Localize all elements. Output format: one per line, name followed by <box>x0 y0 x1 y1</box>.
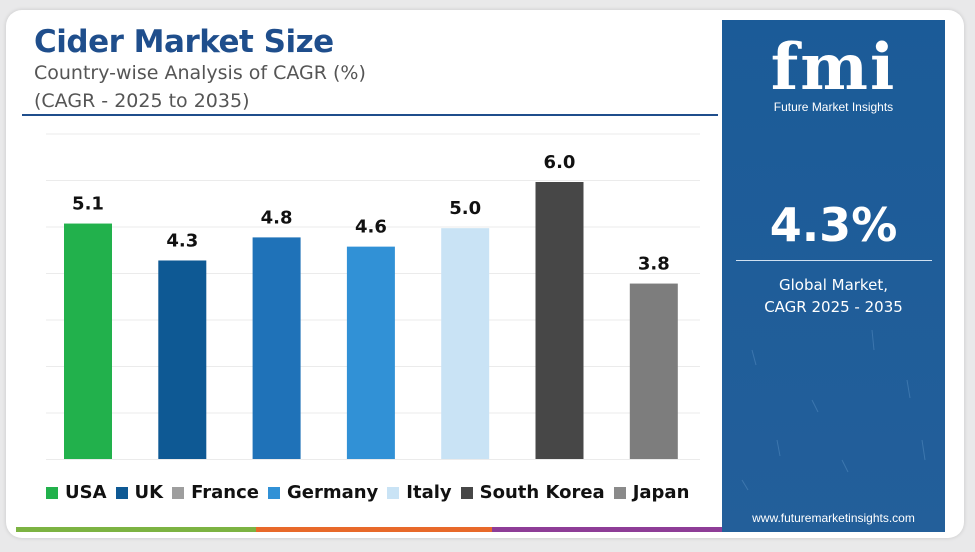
bar-chart: 5.1 4.3 4.8 4.6 5.0 6.0 3.8 <box>46 133 700 460</box>
page-title: Cider Market Size <box>34 24 334 60</box>
data-label-france: 4.8 <box>261 207 293 228</box>
legend-item-south-korea: South Korea <box>460 482 605 503</box>
legend-swatch <box>267 486 280 499</box>
legend-swatch <box>387 486 400 499</box>
bar-usa <box>64 223 112 459</box>
page-subtitle-period: (CAGR - 2025 to 2035) <box>34 90 250 112</box>
legend-label: France <box>191 482 259 503</box>
data-label-germany: 4.6 <box>355 217 387 238</box>
legend-item-italy: Italy <box>387 482 452 503</box>
legend-label: UK <box>134 482 164 503</box>
chart-legend: USA UK France Germany Italy South Korea Japan <box>46 482 698 503</box>
legend-item-usa: USA <box>46 482 107 503</box>
bar-south-korea <box>535 182 584 459</box>
legend-label: Germany <box>286 482 379 503</box>
panel-texture <box>722 20 945 532</box>
website-url: www.futuremarketinsights.com <box>752 511 915 525</box>
legend-swatch <box>460 486 473 499</box>
data-label-uk: 4.3 <box>166 230 198 251</box>
strip-segment <box>492 527 726 532</box>
legend-swatch <box>115 486 128 499</box>
cagr-period-label: CAGR 2025 - 2035 <box>764 298 903 316</box>
legend-item-germany: Germany <box>267 482 379 503</box>
global-market-label: Global Market, <box>779 276 888 294</box>
legend-label: South Korea <box>479 482 605 503</box>
global-cagr-value: 4.3% <box>769 198 898 252</box>
page-subtitle: Country-wise Analysis of CAGR (%) <box>34 62 366 84</box>
strip-segment <box>16 527 256 532</box>
legend-swatch <box>613 486 626 499</box>
legend-item-france: France <box>172 482 259 503</box>
bar-uk <box>158 260 207 459</box>
fmi-logo: fmi <box>770 30 897 105</box>
legend-swatch <box>46 486 58 499</box>
legend-label: Italy <box>406 482 452 503</box>
title-divider <box>22 114 718 116</box>
logo-subtitle: Future Market Insights <box>773 100 894 114</box>
data-label-italy: 5.0 <box>449 198 481 219</box>
data-label-usa: 5.1 <box>72 194 104 215</box>
summary-panel: fmi Future Market Insights 4.3% Global M… <box>722 20 945 532</box>
data-label-japan: 3.8 <box>638 254 670 275</box>
bottom-color-strip <box>16 527 726 532</box>
legend-label: Japan <box>632 482 690 503</box>
legend-swatch <box>172 486 185 499</box>
panel-divider <box>736 260 932 261</box>
bar-italy <box>441 228 490 459</box>
bar-japan <box>629 283 678 459</box>
strip-segment <box>256 527 492 532</box>
legend-item-japan: Japan <box>613 482 690 503</box>
legend-item-uk: UK <box>115 482 164 503</box>
data-label-south-korea: 6.0 <box>544 152 576 173</box>
legend-label: USA <box>65 482 107 503</box>
bar-germany <box>346 246 395 459</box>
bar-france <box>252 237 301 459</box>
infographic-card: Cider Market Size Country-wise Analysis … <box>6 10 964 538</box>
